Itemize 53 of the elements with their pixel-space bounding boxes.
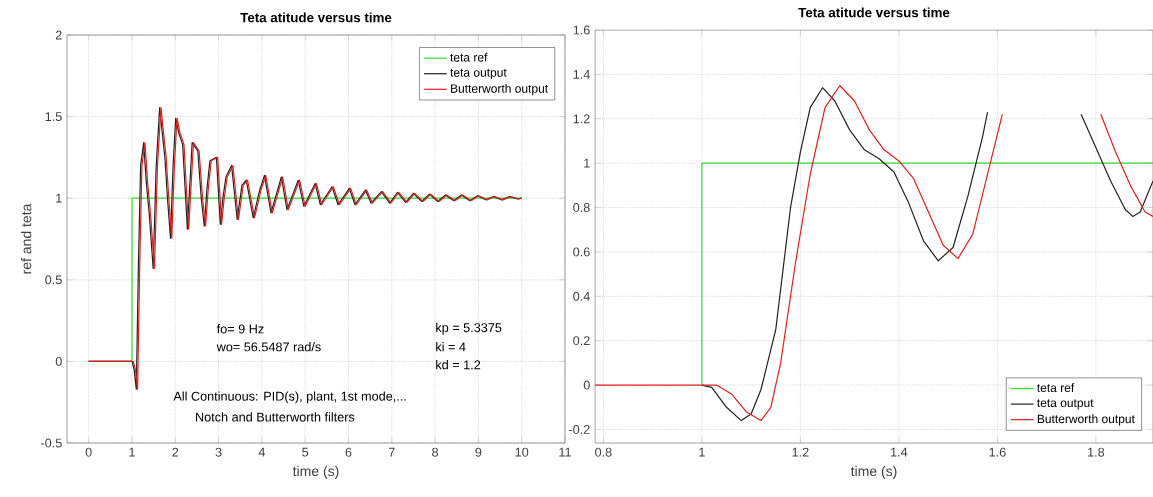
legend-label: teta ref <box>1037 383 1075 393</box>
y-tick-label: 0.2 <box>573 336 590 346</box>
y-tick-label: 0.8 <box>573 203 590 213</box>
legend-label: Butterworth output <box>451 83 548 96</box>
x-tick-label: 1.2 <box>792 447 809 457</box>
y-axis-title: ref and teta <box>21 203 32 274</box>
x-tick-label: 10 <box>515 447 529 457</box>
x-tick-label: 1.8 <box>1088 447 1105 457</box>
y-tick-label: 1.4 <box>573 70 590 79</box>
x-tick-label: 5 <box>302 447 309 457</box>
line-series <box>88 107 523 390</box>
x-tick-label: 4 <box>258 447 266 457</box>
annotation: ki = 4 <box>436 342 466 352</box>
y-tick-label: -0.5 <box>41 438 62 448</box>
annotation: All Continuous: PID(s), plant, 1st mode,... <box>173 391 406 404</box>
y-tick-label: 1 <box>584 158 590 168</box>
y-tick-label: 1.5 <box>45 112 62 122</box>
annotation: kp = 5.3375 <box>436 322 502 335</box>
x-tick-label: 8 <box>432 447 439 457</box>
annotation: kd = 1.2 <box>436 360 481 370</box>
x-tick-label: 1 <box>129 447 135 457</box>
y-tick-label: 1.6 <box>573 25 590 35</box>
x-tick-label: 1.4 <box>891 447 908 457</box>
x-tick-label: 0.8 <box>595 447 612 457</box>
chart-title: Teta atitude versus time <box>240 12 392 23</box>
x-tick-label: 0 <box>85 447 92 457</box>
annotation: wo= 56.5487 rad/s <box>216 342 321 352</box>
x-axis-title: time (s) <box>292 465 339 479</box>
y-tick-label: 0 <box>583 380 590 390</box>
x-tick-label: 9 <box>475 447 482 457</box>
x-tick-label: 1 <box>699 447 705 457</box>
chart-title: Teta atitude versus time <box>798 7 950 18</box>
legend-label: teta output <box>1037 399 1094 410</box>
x-tick-label: 3 <box>215 447 222 457</box>
x-axis-title: time (s) <box>850 465 897 479</box>
x-tick-label: 7 <box>388 447 395 457</box>
x-tick-label: 6 <box>345 447 352 457</box>
x-tick-label: 11 <box>559 447 571 457</box>
y-tick-label: 0 <box>55 356 62 366</box>
y-tick-label: 0.4 <box>573 291 590 301</box>
y-tick-label: 0.5 <box>45 275 62 285</box>
annotation: fo= 9 Hz <box>216 324 264 334</box>
y-tick-label: 2 <box>55 30 62 40</box>
x-tick-label: 1.6 <box>989 447 1006 457</box>
y-tick-label: 1 <box>56 193 62 203</box>
legend-label: teta ref <box>450 52 488 62</box>
x-tick-label: 2 <box>172 447 179 457</box>
legend-label: teta output <box>450 68 507 80</box>
y-tick-label: 1.2 <box>573 114 590 124</box>
y-tick-label: 0.6 <box>573 247 590 257</box>
annotation: Notch and Butterworth filters <box>196 412 355 422</box>
legend-label: Butterworth output <box>1037 414 1135 426</box>
y-tick-label: -0.2 <box>569 424 590 434</box>
